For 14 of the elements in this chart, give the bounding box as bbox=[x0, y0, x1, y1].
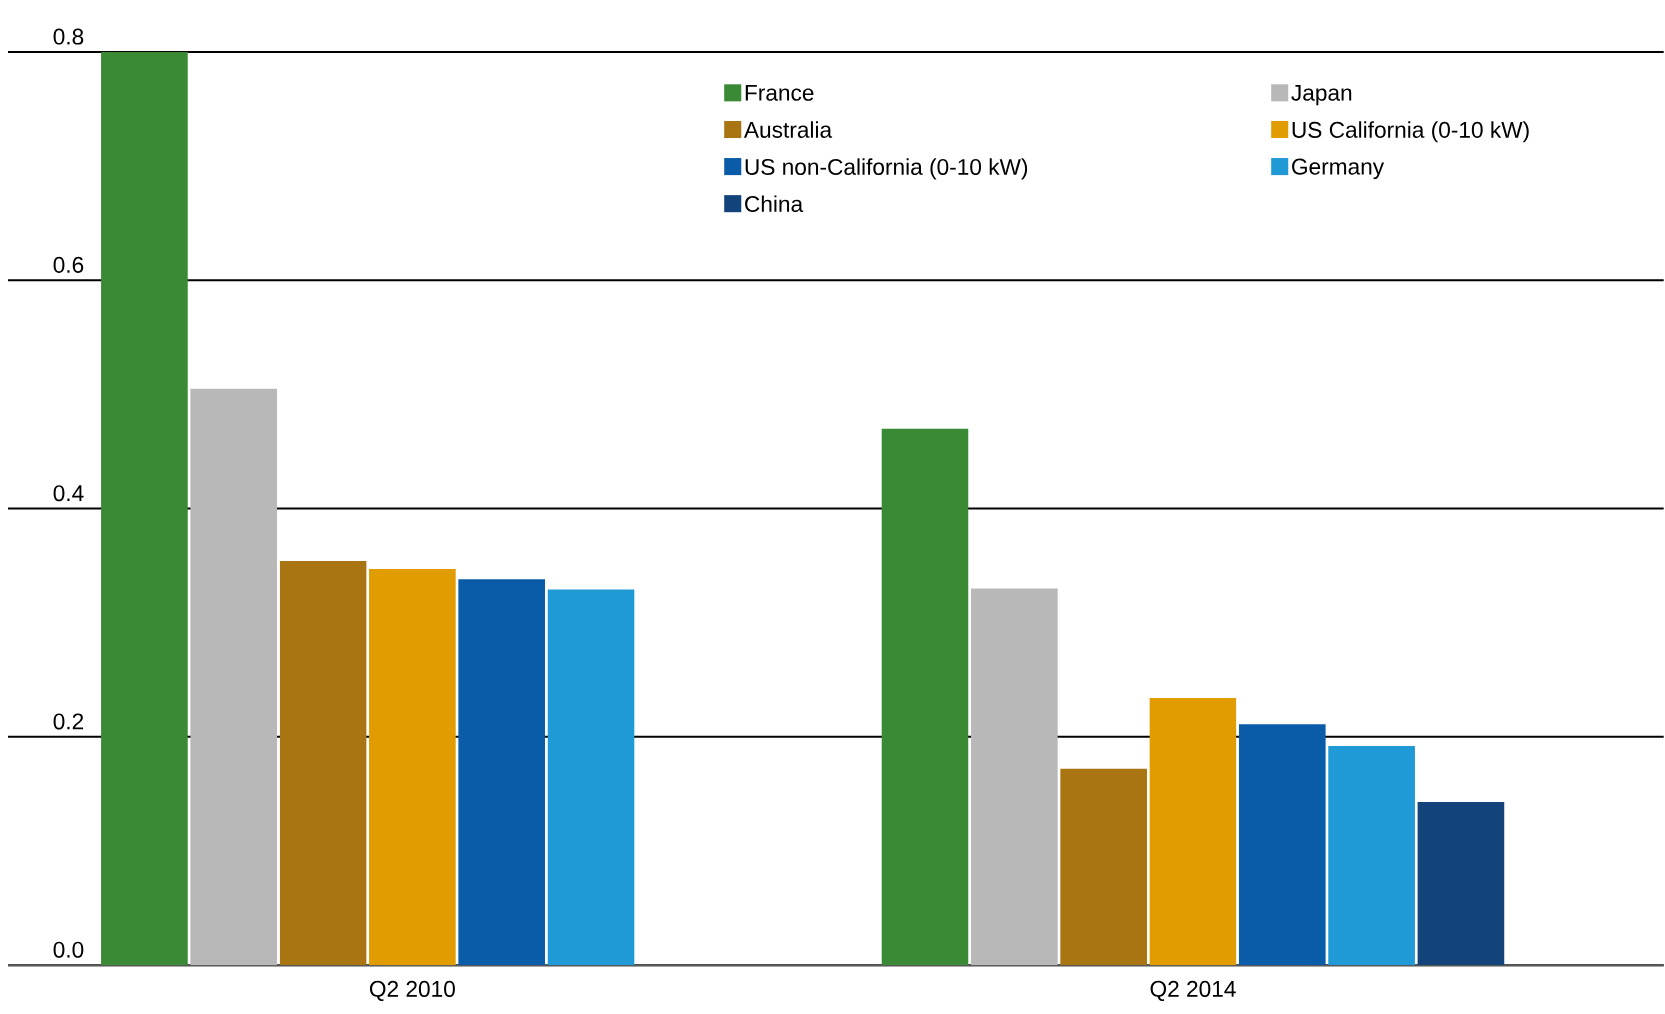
legend-label: France bbox=[745, 84, 814, 101]
legend-label: China bbox=[745, 195, 804, 212]
legend-label: Germany bbox=[1292, 158, 1385, 179]
y-tick-label: 0.8 bbox=[53, 28, 84, 45]
y-tick-label: 0.6 bbox=[53, 256, 84, 273]
y-tick-label: 0.4 bbox=[53, 484, 84, 501]
y-tick-label: 0.2 bbox=[53, 713, 84, 730]
y-tick-label: 0.0 bbox=[53, 941, 84, 958]
legend-label: Australia bbox=[743, 121, 833, 138]
legend-label: Japan bbox=[1291, 84, 1352, 106]
legend-label: US California (0-10 kW) bbox=[1292, 121, 1529, 143]
x-tick-label: Q2 2010 bbox=[369, 980, 455, 1001]
x-tick-label: Q2 2014 bbox=[1150, 980, 1236, 1001]
legend-label: US non-California (0-10 kW) bbox=[745, 158, 1028, 180]
